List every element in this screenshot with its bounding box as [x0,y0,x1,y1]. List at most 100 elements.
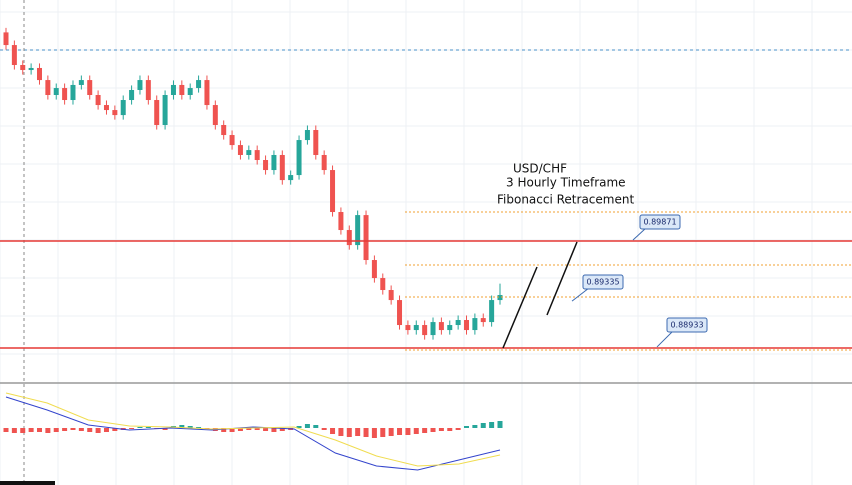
histogram-bar [489,422,495,428]
candle-body [103,105,109,111]
candle-body [179,84,185,95]
marks: 0.89871 0.89335 0.88933 [0,27,852,471]
candle-body [254,150,260,161]
candle-body [271,154,277,171]
candle-body [489,300,495,323]
histogram-bar [196,427,202,428]
histogram-bar [221,428,227,432]
level-label-box [582,274,624,290]
histogram-bar [162,428,168,430]
annotation: Fibonacci Retracement [497,193,634,207]
level-label: 0.89871 [643,218,676,227]
candle-body [321,154,327,171]
candle-body [221,124,227,136]
candle-body [380,278,386,291]
histogram-bar [355,428,361,436]
candle-body [112,110,118,116]
candle-body [120,100,126,116]
histogram-bar [187,426,193,428]
histogram-bar [464,426,470,428]
level-label-box [666,317,708,333]
histogram-bar [480,423,486,428]
annotation: 3 Hourly Timeframe [506,176,626,190]
histogram-bar [313,425,319,428]
histogram-bar [103,428,109,432]
candle-body [346,230,352,246]
oscillator-line [5,396,501,471]
candle-body [363,215,369,261]
candle-body [196,80,202,89]
histogram-bar [304,424,310,428]
histogram-bar [95,428,101,433]
histogram-bar [263,428,269,431]
candle-body [288,175,294,181]
histogram-bar [70,428,76,430]
candle-body [480,318,486,323]
candle-body [204,80,210,106]
histogram-bar [28,428,34,432]
histogram-bar [338,428,344,436]
candle-body [371,260,377,279]
histogram-bar [438,428,444,431]
histogram-bar [380,428,386,437]
histogram-bar [472,425,478,428]
candle-body [187,88,193,95]
candle-body [237,145,243,155]
level-connector [632,227,647,241]
histogram-bar [237,428,243,431]
candle-body [497,295,503,301]
candle-body [279,154,285,181]
histogram-bar [296,426,302,428]
histogram-bar [11,428,17,433]
histogram-bar [137,427,143,428]
candle-body [296,140,302,176]
histogram-bar [422,428,428,433]
candle-body [246,150,252,155]
histogram-bar [497,421,503,428]
candle-body [129,89,135,101]
histogram-bar [413,428,419,434]
candle-body [313,130,319,155]
candle-body [154,100,160,125]
candle-body [11,45,17,66]
candle-body [338,212,344,231]
candle-body [145,80,151,101]
histogram-bar [330,428,336,434]
candle-body [170,84,176,95]
candle-body [355,215,361,246]
candle-body [28,67,34,71]
histogram-bar [405,428,411,435]
candle-body [472,318,478,331]
candle-body [20,65,26,71]
level-connector [656,330,674,348]
candle-body [438,322,444,331]
histogram-bar [62,428,68,431]
candle-body [95,95,101,106]
candle-body [388,290,394,301]
histogram-bar [388,428,394,436]
oscillator-line [5,392,501,467]
candle-body [405,325,411,331]
candle-body [413,325,419,331]
histogram-bar [430,428,436,432]
candle-body [212,105,218,125]
histogram-bar [53,428,59,432]
candle-body [304,130,310,141]
annotation: USD/CHF [513,162,567,176]
candle-body [422,325,428,336]
candle-body [70,84,76,101]
histogram-bar [346,428,352,437]
histogram-bar [363,428,369,437]
candle-body [455,320,461,326]
level-label-box [639,214,681,230]
candle-body [87,80,93,95]
histogram-bar [246,428,252,430]
histogram-bar [129,428,135,429]
histogram-bar [78,428,84,431]
histogram-bar [229,428,235,432]
histogram-bar [36,428,42,432]
candle-body [53,88,59,95]
trend-line [546,241,578,316]
